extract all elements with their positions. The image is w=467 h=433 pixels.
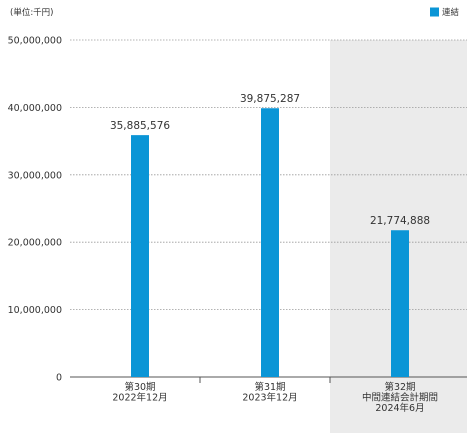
y-tick-label: 10,000,000 <box>8 305 62 316</box>
category-label: 2022年12月 <box>112 392 167 404</box>
bars <box>131 108 409 377</box>
y-axis: 50,000,000 40,000,000 30,000,000 20,000,000… <box>8 36 62 384</box>
category-label: 第32期 <box>384 381 415 393</box>
legend-label: 連結 <box>442 7 460 18</box>
y-tick-label: 20,000,000 <box>8 238 62 249</box>
category-label: 第31期 <box>254 381 285 393</box>
y-tick-label: 50,000,000 <box>8 36 62 47</box>
category-label: 2024年6月 <box>375 402 424 414</box>
data-label: 35,885,576 <box>110 120 170 132</box>
legend: 連結 <box>430 7 460 18</box>
y-tick-label: 30,000,000 <box>8 170 62 181</box>
category-label: 中間連結会計期間 <box>362 392 438 404</box>
category-label: 第30期 <box>124 381 155 393</box>
data-label: 39,875,287 <box>240 93 300 105</box>
data-label: 21,774,888 <box>370 215 430 227</box>
data-labels: 35,885,576 39,875,287 21,774,888 <box>110 93 430 227</box>
y-tick-label: 0 <box>56 373 62 384</box>
bar <box>391 230 409 377</box>
legend-swatch <box>430 7 439 17</box>
y-tick-label: 40,000,000 <box>8 103 62 114</box>
category-label: 2023年12月 <box>242 392 297 404</box>
unit-label: (単位:千円) <box>10 7 54 18</box>
bar <box>131 135 149 377</box>
bar <box>261 108 279 377</box>
